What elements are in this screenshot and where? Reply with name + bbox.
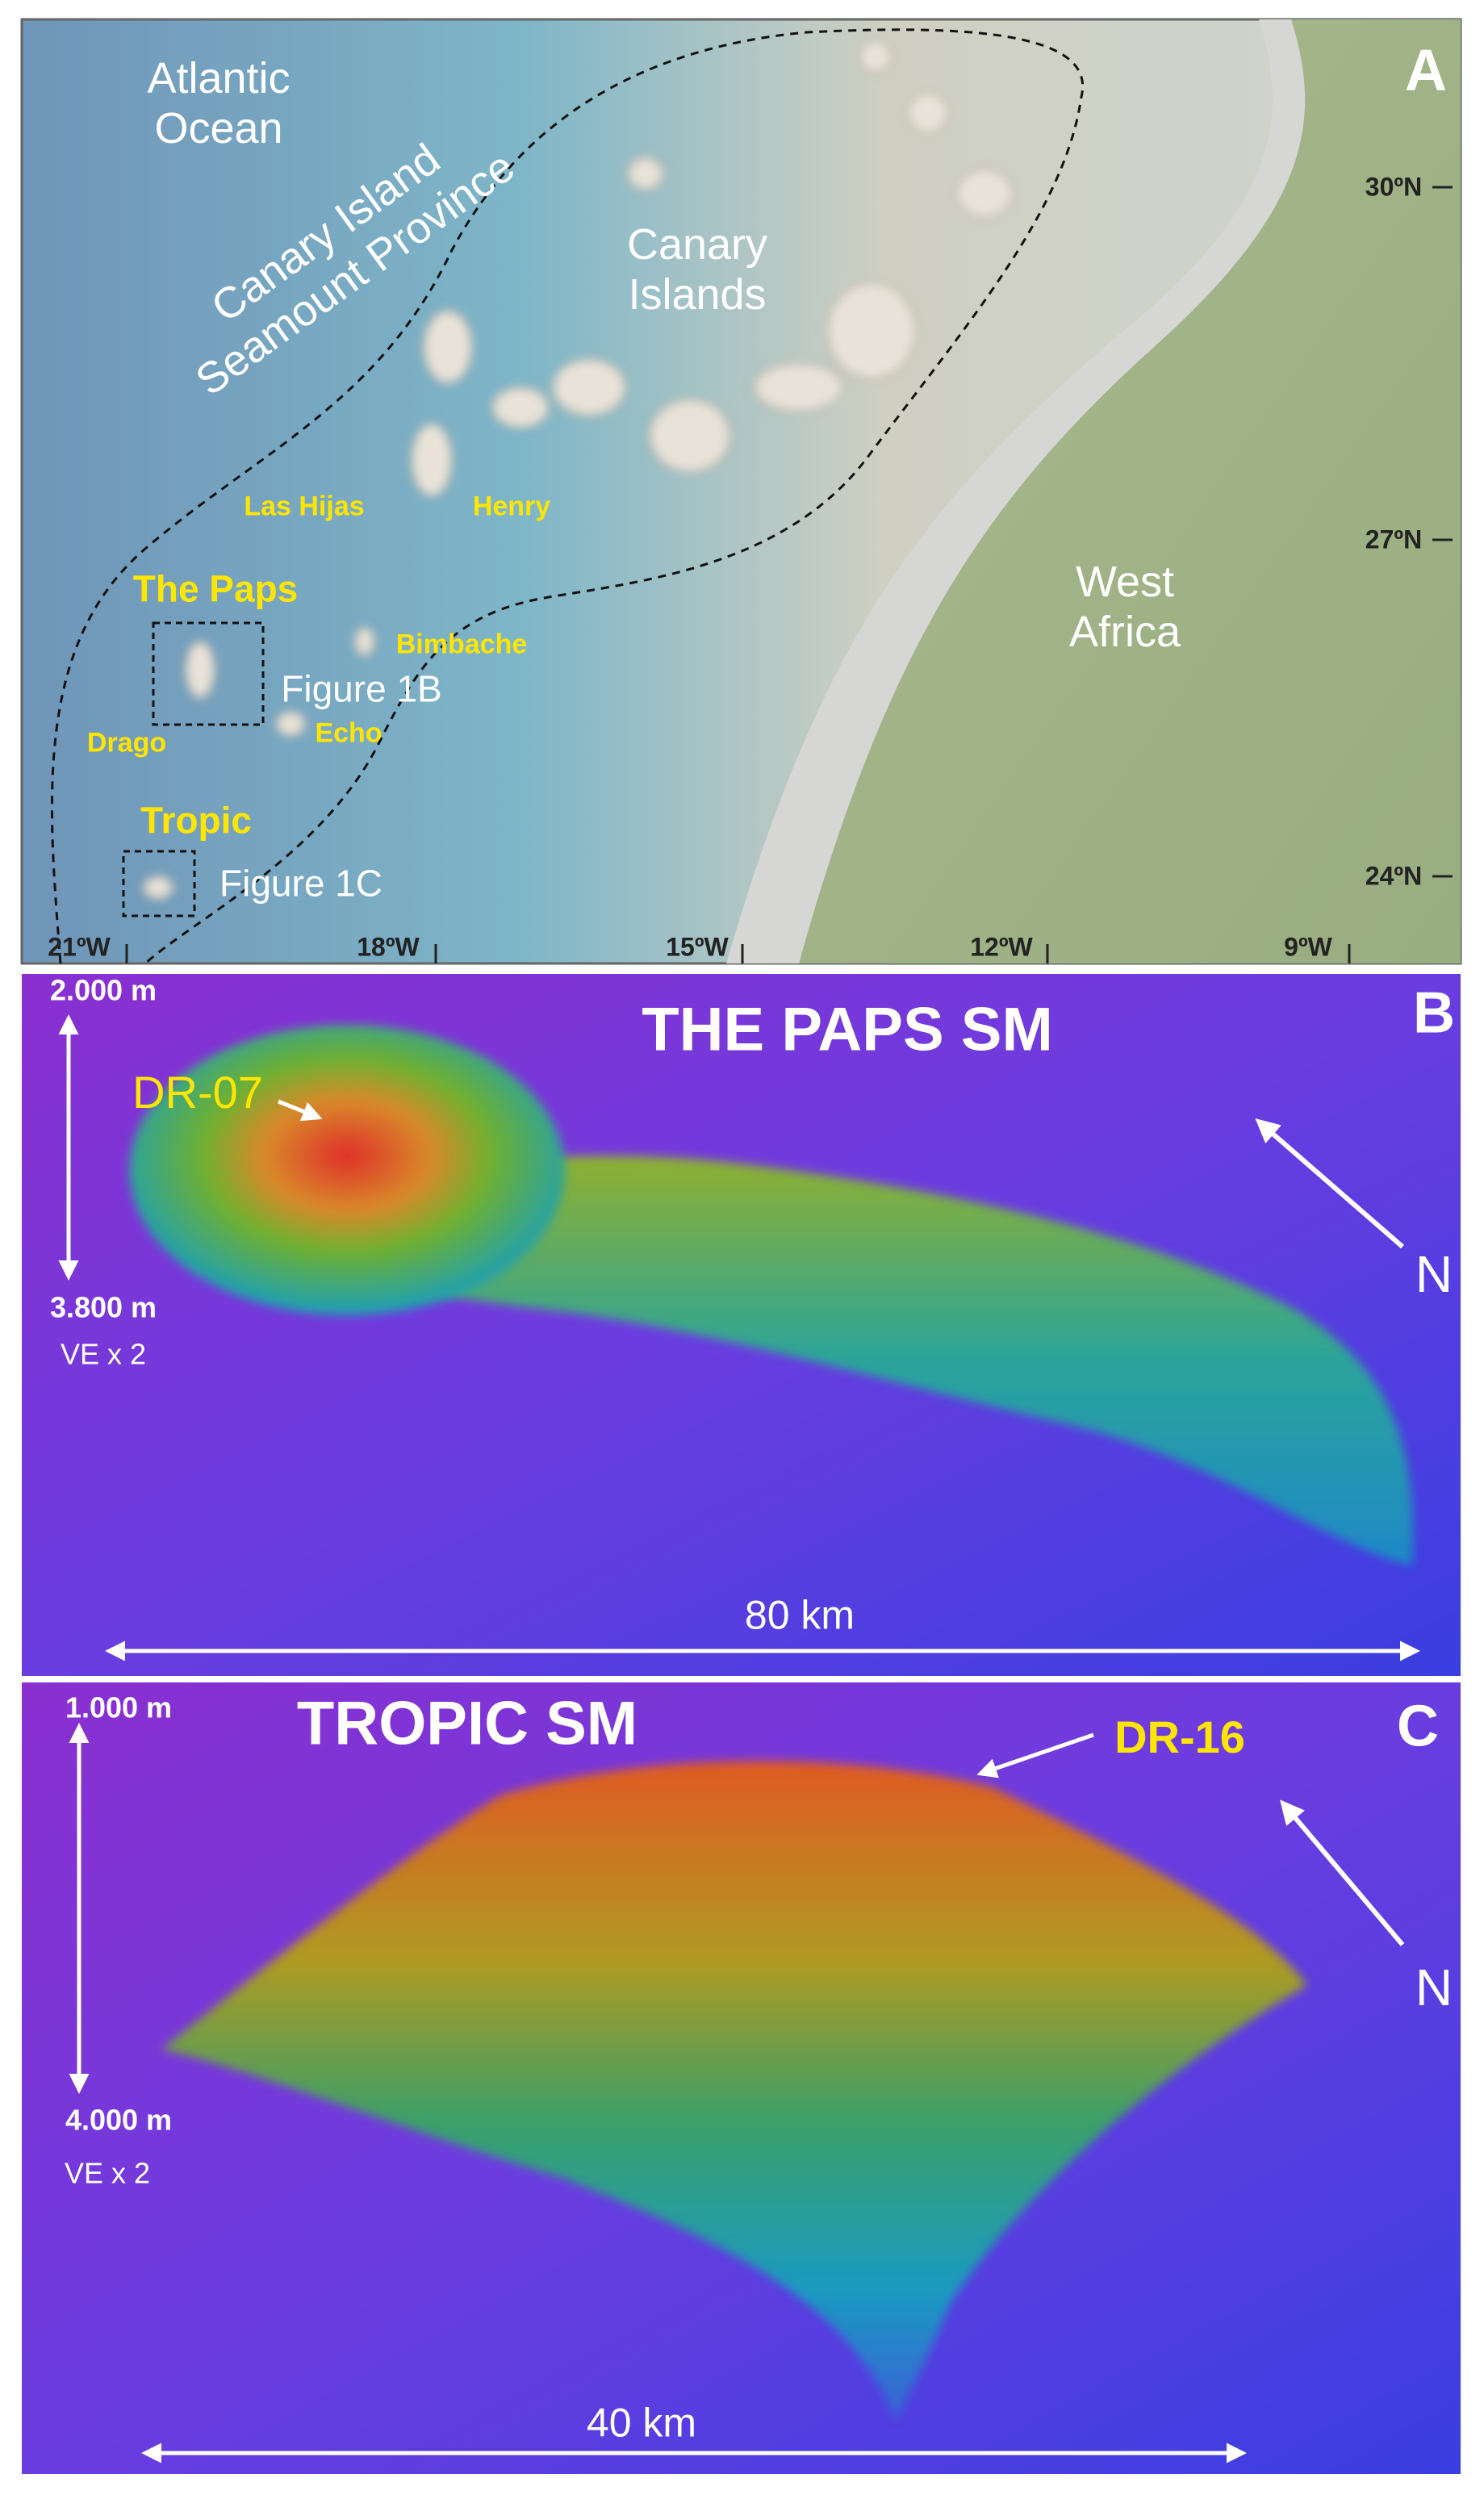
figure-ref: Figure 1C bbox=[219, 862, 382, 905]
panel-title: TROPIC SM bbox=[296, 1689, 638, 1758]
line: Islands bbox=[628, 270, 767, 319]
lon-tick: 9ºW bbox=[1284, 932, 1332, 962]
depth-bottom: 4.000 m bbox=[65, 2103, 173, 2137]
depth-top: 2.000 m bbox=[49, 973, 157, 1007]
depth-bottom: 3.800 m bbox=[49, 1290, 157, 1324]
seamount-label: Echo bbox=[315, 717, 382, 749]
depth-top: 1.000 m bbox=[65, 1690, 173, 1724]
panel-letter: A bbox=[1405, 38, 1447, 103]
sample-label: DR-16 bbox=[1114, 1711, 1245, 1762]
lat-tick: 30ºN bbox=[1365, 172, 1423, 202]
lon-tick: 12ºW bbox=[970, 932, 1033, 962]
line: Ocean bbox=[154, 104, 283, 153]
seamount-label: Bimbache bbox=[395, 629, 528, 660]
sample-label: DR-07 bbox=[132, 1066, 263, 1118]
continent-label: West Africa bbox=[1069, 557, 1181, 657]
seamount-label: Las Hijas bbox=[244, 491, 365, 522]
seamount-label: Henry bbox=[472, 491, 551, 522]
ocean-label: Atlantic Ocean bbox=[147, 53, 290, 153]
islands-label: Canary Islands bbox=[627, 219, 767, 320]
lon-tick: 18ºW bbox=[357, 932, 420, 962]
scale-label: 80 km bbox=[744, 1592, 855, 1638]
vertical-exaggeration: VE x 2 bbox=[64, 2156, 151, 2190]
panel-letter: C bbox=[1397, 1694, 1439, 1759]
line: West bbox=[1075, 557, 1175, 606]
panel-letter: B bbox=[1413, 980, 1455, 1046]
lat-tick: 24ºN bbox=[1365, 861, 1423, 891]
lon-tick: 21ºW bbox=[48, 932, 111, 962]
line: Africa bbox=[1068, 608, 1181, 656]
north-label: N bbox=[1415, 1958, 1453, 2017]
panel-title: THE PAPS SM bbox=[642, 995, 1053, 1064]
north-label: N bbox=[1415, 1245, 1453, 1304]
lat-tick: 27ºN bbox=[1365, 524, 1423, 554]
figure-ref: Figure 1B bbox=[281, 667, 442, 710]
lon-tick: 15ºW bbox=[666, 932, 729, 962]
scale-label: 40 km bbox=[586, 2400, 697, 2446]
seamount-label: Tropic bbox=[140, 799, 253, 842]
seamount-label: Drago bbox=[86, 727, 167, 759]
line: Atlantic bbox=[147, 53, 291, 102]
line: Canary bbox=[626, 219, 768, 269]
vertical-exaggeration: VE x 2 bbox=[60, 1337, 147, 1371]
seamount-label: The Paps bbox=[132, 567, 299, 610]
